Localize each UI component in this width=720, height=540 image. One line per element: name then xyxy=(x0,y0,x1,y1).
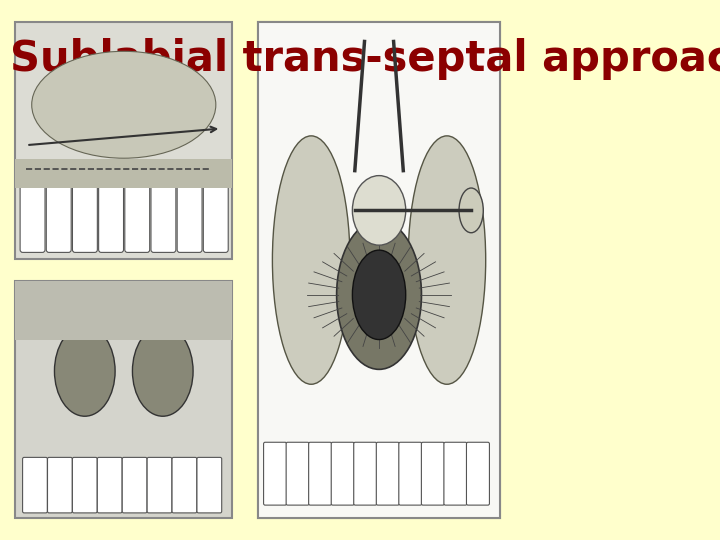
FancyBboxPatch shape xyxy=(15,281,232,518)
FancyBboxPatch shape xyxy=(73,180,97,252)
FancyBboxPatch shape xyxy=(99,180,124,252)
FancyBboxPatch shape xyxy=(309,442,332,505)
Ellipse shape xyxy=(337,220,421,369)
Ellipse shape xyxy=(408,136,486,384)
FancyBboxPatch shape xyxy=(354,442,377,505)
FancyBboxPatch shape xyxy=(258,22,500,518)
FancyBboxPatch shape xyxy=(73,457,97,513)
FancyBboxPatch shape xyxy=(46,180,71,252)
Ellipse shape xyxy=(352,250,405,340)
FancyBboxPatch shape xyxy=(122,457,147,513)
FancyBboxPatch shape xyxy=(467,442,490,505)
Ellipse shape xyxy=(32,51,216,158)
FancyBboxPatch shape xyxy=(197,457,222,513)
FancyBboxPatch shape xyxy=(331,442,354,505)
Ellipse shape xyxy=(459,188,483,233)
Ellipse shape xyxy=(55,326,115,416)
FancyBboxPatch shape xyxy=(286,442,309,505)
FancyBboxPatch shape xyxy=(399,442,422,505)
FancyBboxPatch shape xyxy=(15,22,232,259)
FancyBboxPatch shape xyxy=(20,180,45,252)
FancyBboxPatch shape xyxy=(258,22,500,518)
FancyBboxPatch shape xyxy=(48,457,72,513)
FancyBboxPatch shape xyxy=(264,442,287,505)
FancyBboxPatch shape xyxy=(15,281,232,340)
FancyBboxPatch shape xyxy=(377,442,400,505)
Ellipse shape xyxy=(272,136,350,384)
FancyBboxPatch shape xyxy=(147,457,172,513)
FancyBboxPatch shape xyxy=(421,442,444,505)
Ellipse shape xyxy=(132,326,193,416)
FancyBboxPatch shape xyxy=(97,457,122,513)
FancyBboxPatch shape xyxy=(203,180,228,252)
FancyBboxPatch shape xyxy=(444,442,467,505)
FancyBboxPatch shape xyxy=(177,180,202,252)
FancyBboxPatch shape xyxy=(22,457,48,513)
FancyBboxPatch shape xyxy=(15,159,232,188)
FancyBboxPatch shape xyxy=(125,180,150,252)
FancyBboxPatch shape xyxy=(151,180,176,252)
Ellipse shape xyxy=(352,176,405,245)
Text: Sublabial trans-septal approach: Sublabial trans-septal approach xyxy=(10,38,720,80)
FancyBboxPatch shape xyxy=(172,457,197,513)
